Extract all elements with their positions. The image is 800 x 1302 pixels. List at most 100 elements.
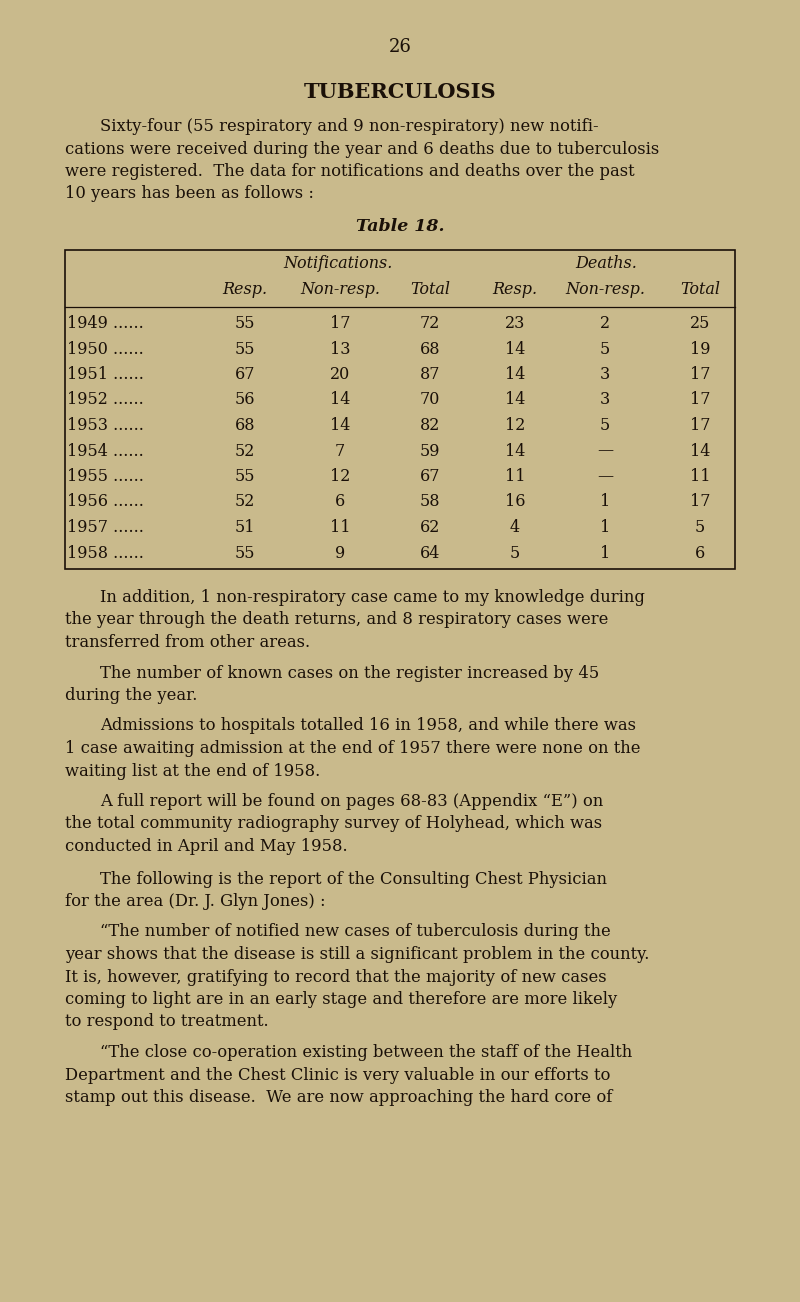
Text: 14: 14 xyxy=(690,443,710,460)
Text: for the area (Dr. J. Glyn Jones) :: for the area (Dr. J. Glyn Jones) : xyxy=(65,893,326,910)
Text: 58: 58 xyxy=(420,493,440,510)
Text: 1958 ......: 1958 ...... xyxy=(67,544,144,561)
Text: during the year.: during the year. xyxy=(65,687,198,704)
Text: 1957 ......: 1957 ...... xyxy=(67,519,144,536)
Text: 13: 13 xyxy=(330,341,350,358)
Text: 7: 7 xyxy=(335,443,345,460)
Text: 17: 17 xyxy=(690,493,710,510)
Text: 5: 5 xyxy=(600,417,610,434)
Text: 56: 56 xyxy=(234,392,255,409)
Text: Sixty-four (55 respiratory and 9 non-respiratory) new notifi-: Sixty-four (55 respiratory and 9 non-res… xyxy=(100,118,598,135)
Text: 5: 5 xyxy=(510,544,520,561)
Text: waiting list at the end of 1958.: waiting list at the end of 1958. xyxy=(65,763,320,780)
Text: the total community radiography survey of Holyhead, which was: the total community radiography survey o… xyxy=(65,815,602,832)
Text: “The close co-operation existing between the staff of the Health: “The close co-operation existing between… xyxy=(100,1044,632,1061)
Bar xyxy=(65,250,735,569)
Text: 10 years has been as follows :: 10 years has been as follows : xyxy=(65,185,314,203)
Text: were registered.  The data for notifications and deaths over the past: were registered. The data for notificati… xyxy=(65,163,634,180)
Text: 70: 70 xyxy=(420,392,440,409)
Text: 5: 5 xyxy=(695,519,705,536)
Text: TUBERCULOSIS: TUBERCULOSIS xyxy=(304,82,496,102)
Text: coming to light are in an early stage and therefore are more likely: coming to light are in an early stage an… xyxy=(65,991,618,1008)
Text: Non-resp.: Non-resp. xyxy=(565,281,645,298)
Text: 11: 11 xyxy=(330,519,350,536)
Text: 12: 12 xyxy=(505,417,525,434)
Text: 68: 68 xyxy=(420,341,440,358)
Text: 1952 ......: 1952 ...... xyxy=(67,392,144,409)
Text: The number of known cases on the register increased by 45: The number of known cases on the registe… xyxy=(100,664,599,681)
Text: 64: 64 xyxy=(420,544,440,561)
Text: 1954 ......: 1954 ...... xyxy=(67,443,144,460)
Text: transferred from other areas.: transferred from other areas. xyxy=(65,634,310,651)
Text: 12: 12 xyxy=(330,467,350,486)
Text: 11: 11 xyxy=(505,467,526,486)
Text: 52: 52 xyxy=(235,493,255,510)
Text: “The number of notified new cases of tuberculosis during the: “The number of notified new cases of tub… xyxy=(100,923,610,940)
Text: 1956 ......: 1956 ...... xyxy=(67,493,144,510)
Text: 14: 14 xyxy=(330,417,350,434)
Text: Resp.: Resp. xyxy=(222,281,267,298)
Text: 1950 ......: 1950 ...... xyxy=(67,341,144,358)
Text: 1: 1 xyxy=(600,519,610,536)
Text: 6: 6 xyxy=(695,544,705,561)
Text: 68: 68 xyxy=(234,417,255,434)
Text: 4: 4 xyxy=(510,519,520,536)
Text: cations were received during the year and 6 deaths due to tuberculosis: cations were received during the year an… xyxy=(65,141,659,158)
Text: Non-resp.: Non-resp. xyxy=(300,281,380,298)
Text: year shows that the disease is still a significant problem in the county.: year shows that the disease is still a s… xyxy=(65,947,650,963)
Text: 17: 17 xyxy=(330,315,350,332)
Text: 67: 67 xyxy=(234,366,255,383)
Text: 1953 ......: 1953 ...... xyxy=(67,417,144,434)
Text: 14: 14 xyxy=(505,341,525,358)
Text: 3: 3 xyxy=(600,392,610,409)
Text: 5: 5 xyxy=(600,341,610,358)
Text: 25: 25 xyxy=(690,315,710,332)
Text: 82: 82 xyxy=(420,417,440,434)
Text: 59: 59 xyxy=(420,443,440,460)
Text: 1: 1 xyxy=(600,493,610,510)
Text: 55: 55 xyxy=(234,544,255,561)
Text: Department and the Chest Clinic is very valuable in our efforts to: Department and the Chest Clinic is very … xyxy=(65,1066,610,1083)
Text: —: — xyxy=(597,467,613,486)
Text: 1949 ......: 1949 ...... xyxy=(67,315,144,332)
Text: 16: 16 xyxy=(505,493,526,510)
Text: 67: 67 xyxy=(420,467,440,486)
Text: 1951 ......: 1951 ...... xyxy=(67,366,144,383)
Text: The following is the report of the Consulting Chest Physician: The following is the report of the Consu… xyxy=(100,871,607,888)
Text: 55: 55 xyxy=(234,341,255,358)
Text: 1955 ......: 1955 ...... xyxy=(67,467,144,486)
Text: 9: 9 xyxy=(335,544,345,561)
Text: 17: 17 xyxy=(690,417,710,434)
Text: the year through the death returns, and 8 respiratory cases were: the year through the death returns, and … xyxy=(65,612,608,629)
Text: Total: Total xyxy=(410,281,450,298)
Text: 19: 19 xyxy=(690,341,710,358)
Text: 14: 14 xyxy=(505,443,525,460)
Text: 20: 20 xyxy=(330,366,350,383)
Text: 62: 62 xyxy=(420,519,440,536)
Text: stamp out this disease.  We are now approaching the hard core of: stamp out this disease. We are now appro… xyxy=(65,1088,612,1105)
Text: 2: 2 xyxy=(600,315,610,332)
Text: 55: 55 xyxy=(234,315,255,332)
Text: A full report will be found on pages 68-83 (Appendix “E”) on: A full report will be found on pages 68-… xyxy=(100,793,603,810)
Text: conducted in April and May 1958.: conducted in April and May 1958. xyxy=(65,838,348,855)
Text: to respond to treatment.: to respond to treatment. xyxy=(65,1013,269,1030)
Text: In addition, 1 non-respiratory case came to my knowledge during: In addition, 1 non-respiratory case came… xyxy=(100,589,645,605)
Text: 17: 17 xyxy=(690,392,710,409)
Text: 6: 6 xyxy=(335,493,345,510)
Text: 1 case awaiting admission at the end of 1957 there were none on the: 1 case awaiting admission at the end of … xyxy=(65,740,641,756)
Text: 11: 11 xyxy=(690,467,710,486)
Text: 52: 52 xyxy=(235,443,255,460)
Text: Resp.: Resp. xyxy=(493,281,538,298)
Text: 72: 72 xyxy=(420,315,440,332)
Text: Total: Total xyxy=(680,281,720,298)
Text: 26: 26 xyxy=(389,38,411,56)
Text: Table 18.: Table 18. xyxy=(356,217,444,234)
Text: Deaths.: Deaths. xyxy=(576,255,638,272)
Text: 17: 17 xyxy=(690,366,710,383)
Text: 55: 55 xyxy=(234,467,255,486)
Text: 23: 23 xyxy=(505,315,525,332)
Text: 14: 14 xyxy=(505,366,525,383)
Text: 87: 87 xyxy=(420,366,440,383)
Text: 14: 14 xyxy=(505,392,525,409)
Text: It is, however, gratifying to record that the majority of new cases: It is, however, gratifying to record tha… xyxy=(65,969,606,986)
